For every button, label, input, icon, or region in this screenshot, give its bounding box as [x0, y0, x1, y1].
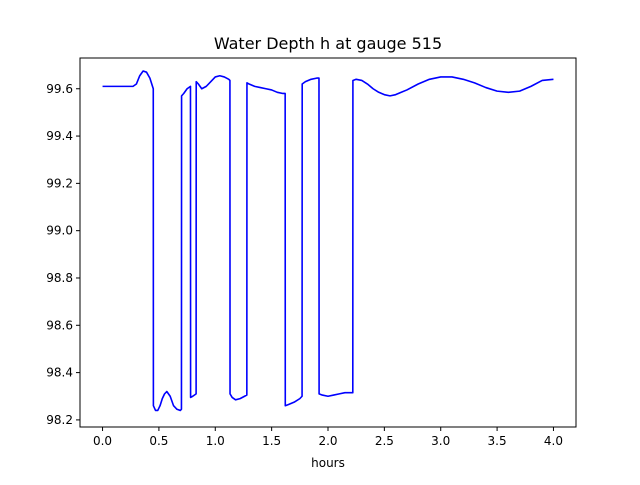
axes-frame: [79, 57, 577, 428]
x-tick-label: 1.0: [206, 434, 225, 448]
y-tick-label: 98.6: [46, 318, 73, 332]
x-tick-label: 1.5: [262, 434, 281, 448]
x-tick-label: 2.5: [375, 434, 394, 448]
axes: 0.0 0.5 1.0 1.5 2.0 2.5 3.0 3.5 4.0 98.2 98.4 98.6 9…: [46, 57, 577, 448]
y-tick-label: 98.8: [46, 271, 73, 285]
y-tick-label: 99.2: [46, 176, 73, 190]
x-tick-label: 0.5: [149, 434, 168, 448]
x-tick-label: 4.0: [544, 434, 563, 448]
plot-area: [102, 70, 554, 412]
y-tick-label: 99.4: [46, 129, 73, 143]
x-tick-label: 3.5: [488, 434, 507, 448]
x-axis-label: hours: [311, 456, 345, 470]
x-tick-label: 2.0: [318, 434, 337, 448]
y-tick-label: 98.2: [46, 413, 73, 427]
y-tick-label: 99.0: [46, 224, 73, 238]
series-line-0: [102, 70, 554, 412]
chart-title: Water Depth h at gauge 515: [214, 34, 442, 53]
x-tick-label: 3.0: [431, 434, 450, 448]
y-tick-label: 99.6: [46, 82, 73, 96]
x-tick-label: 0.0: [93, 434, 112, 448]
y-tick-label: 98.4: [46, 366, 73, 380]
